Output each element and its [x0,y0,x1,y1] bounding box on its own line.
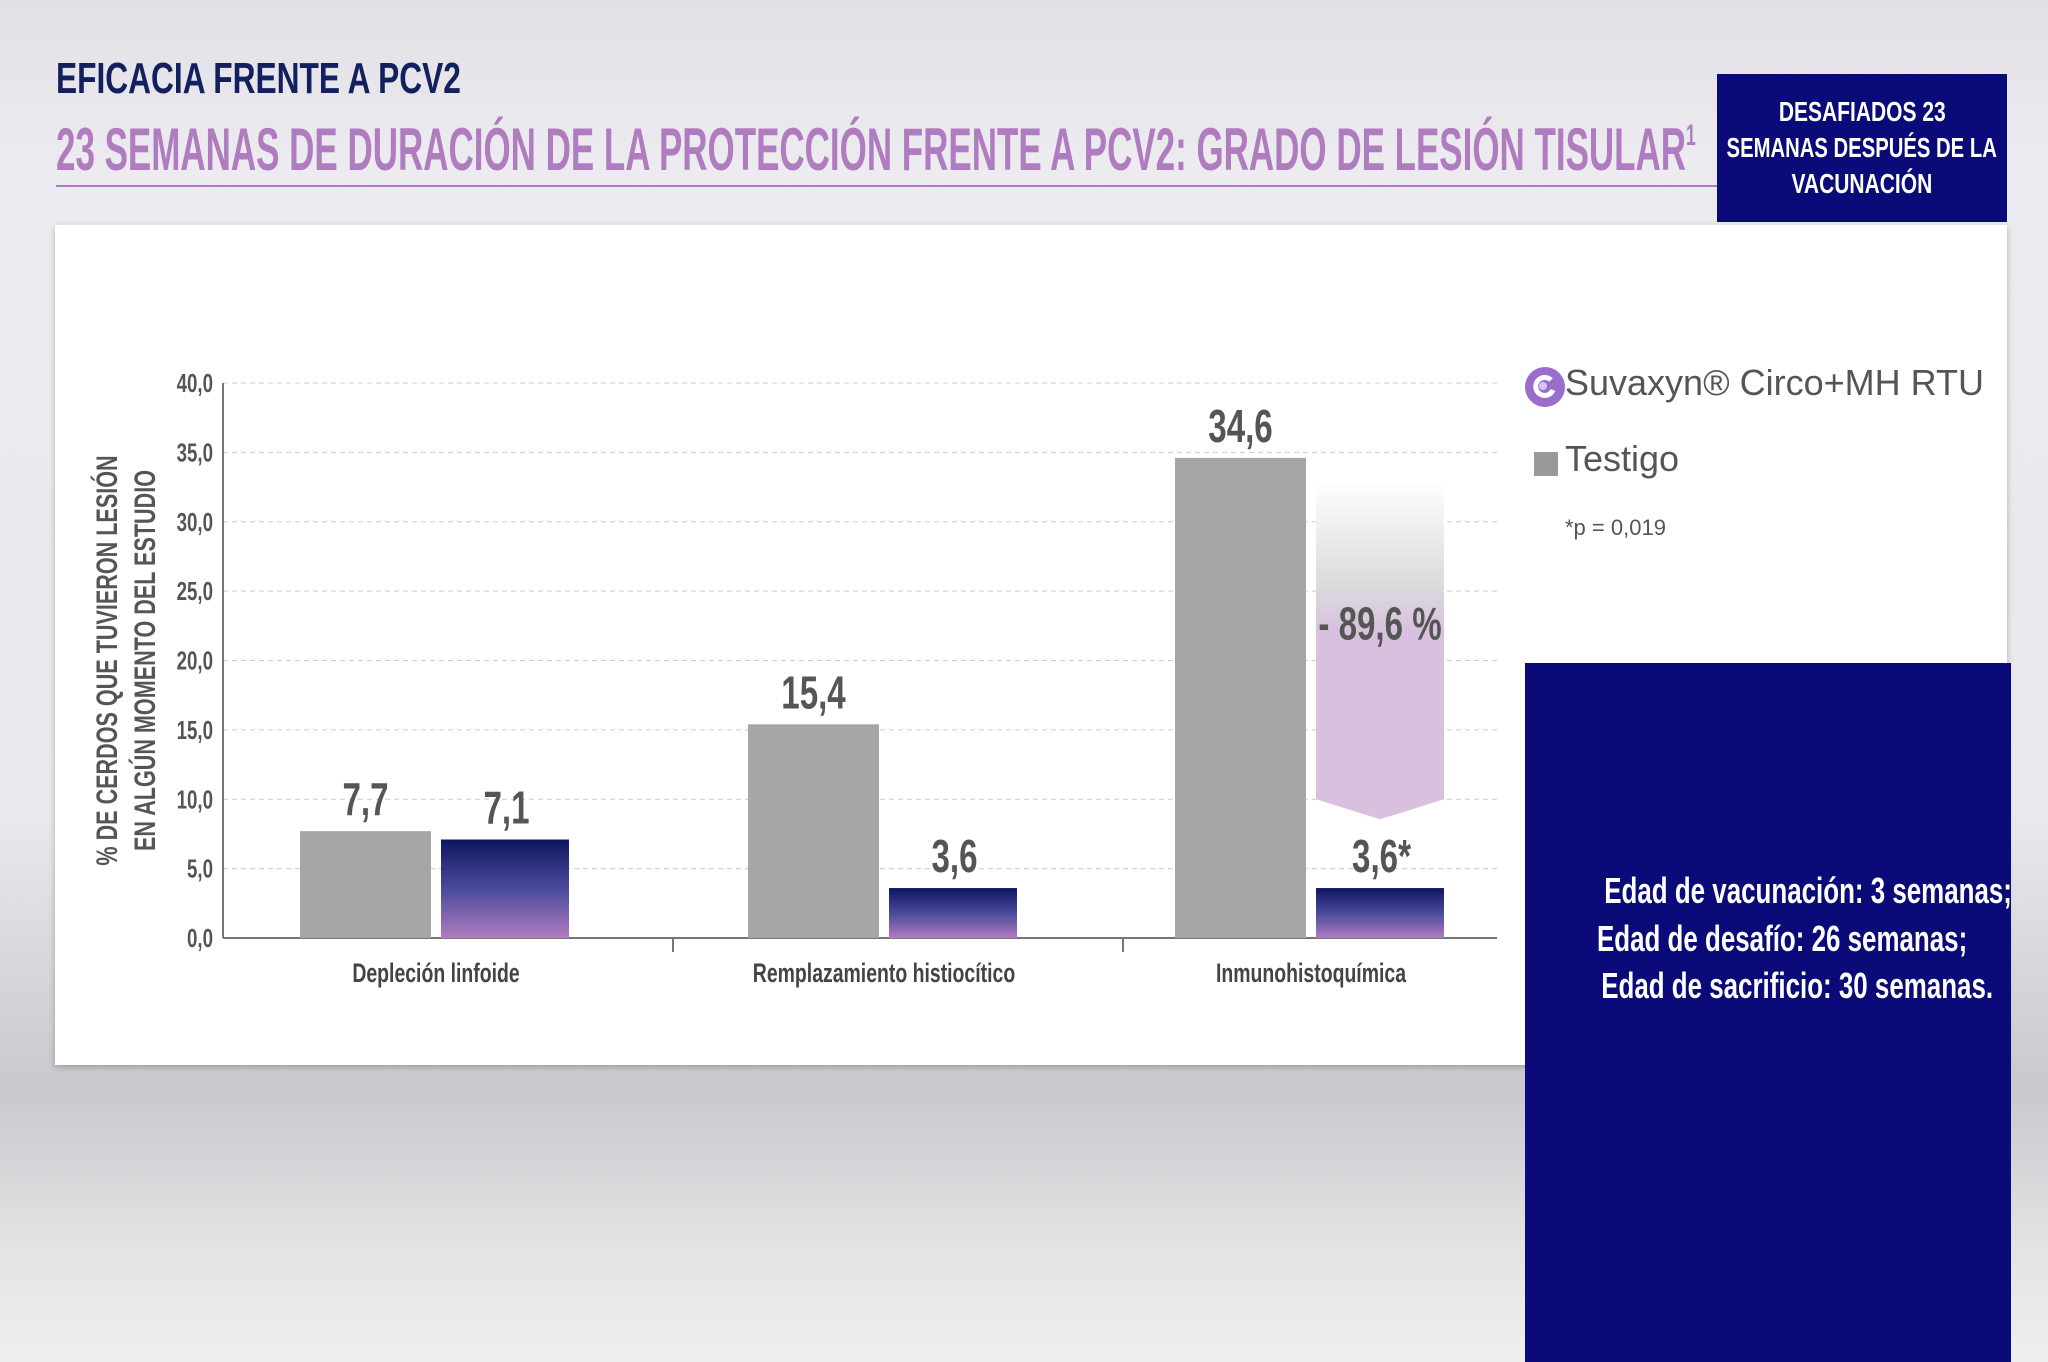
category-label: Remplazamiento histiocítico [753,958,1015,988]
category-label: Depleción linfoide [352,958,519,988]
age-note-box: Edad de vacunación: 3 semanas; Edad de d… [1525,663,2012,1362]
y-tick-label: 30,0 [177,507,213,537]
y-tick-label: 5,0 [187,854,213,884]
y-tick-label: 35,0 [177,437,213,467]
data-label: 3,6* [1352,832,1411,882]
legend-label: Suvaxyn® Circo+MH RTU [1565,362,1984,403]
box-line: SEMANAS DESPUÉS DE LA [1726,132,1998,163]
title-rule [56,185,1718,187]
y-tick-label: 0,0 [187,923,213,953]
legend-label: Testigo [1565,438,1680,479]
page-title: 23 SEMANAS DE DURACIÓN DE LA PROTECCIÓN … [56,116,1696,183]
y-tick-label: 15,0 [177,715,213,745]
reduction-arrow [1316,480,1444,820]
bar-testigo [748,724,879,938]
legend-swatch [1534,452,1558,476]
reduction-label: - 89,6 % [1318,600,1441,650]
kicker-title: EFICACIA FRENTE A PCV2 [56,54,461,103]
category-label: Inmunohistoquímica [1216,958,1407,988]
y-axis-label: EN ALGÚN MOMENTO DEL ESTUDIO [127,470,161,851]
data-label: 15,4 [781,668,846,718]
suvaxyn-logo-icon [1525,367,1565,407]
data-label: 7,7 [342,775,388,825]
data-label: 3,6 [931,832,977,882]
bar-testigo [300,831,431,938]
footnote: *p = 0,019 [1565,515,1666,540]
y-tick-label: 40,0 [177,368,213,398]
note-line: Edad de desafío: 26 semanas; [1596,918,1968,959]
data-label: 7,1 [483,783,529,833]
y-tick-label: 10,0 [177,784,213,814]
y-tick-label: 25,0 [177,576,213,606]
y-axis-label: % DE CERDOS QUE TUVIERON LESIÓN [89,455,123,865]
bar-testigo [1175,457,1306,938]
box-line: VACUNACIÓN [1791,168,1933,199]
box-line: DESAFIADOS 23 [1778,96,1946,127]
note-line: Edad de vacunación: 3 semanas; [1604,870,2012,911]
challenge-box: DESAFIADOS 23 SEMANAS DESPUÉS DE LA VACU… [1717,74,2007,222]
bar-chart: 0,0 5,0 10,0 15,0 20,0 25,0 30,0 35,0 40,0 % DE C… [89,368,1497,988]
y-tick-label: 20,0 [177,645,213,675]
bar-suvaxyn [441,839,569,938]
note-line: Edad de sacrificio: 30 semanas. [1601,965,1994,1006]
bar-suvaxyn [1316,888,1444,938]
data-label: 34,6 [1208,402,1272,452]
bar-suvaxyn [889,888,1017,938]
